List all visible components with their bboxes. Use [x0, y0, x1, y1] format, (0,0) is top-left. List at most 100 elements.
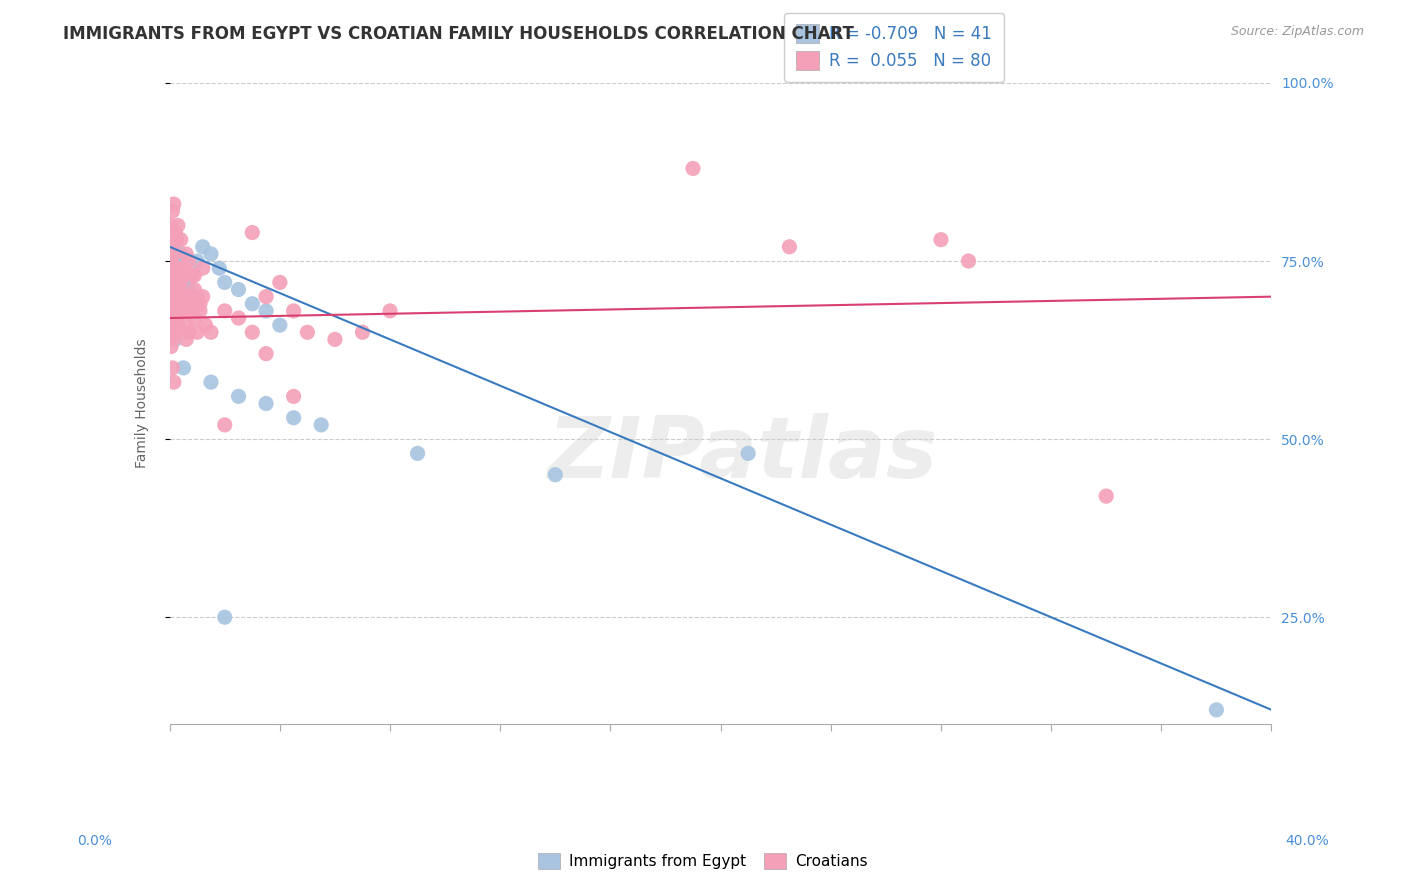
- Text: 0.0%: 0.0%: [77, 834, 112, 848]
- Point: [172, 304, 194, 318]
- Point: [162, 360, 184, 375]
- Point: [737, 446, 759, 460]
- Point: [309, 417, 332, 432]
- Point: [160, 276, 183, 290]
- Point: [163, 297, 186, 311]
- Point: [162, 332, 184, 346]
- Point: [163, 247, 186, 261]
- Point: [240, 326, 263, 340]
- Legend: Immigrants from Egypt, Croatians: Immigrants from Egypt, Croatians: [533, 847, 873, 875]
- Point: [166, 311, 188, 326]
- Point: [177, 297, 200, 311]
- Point: [160, 304, 183, 318]
- Point: [170, 233, 193, 247]
- Point: [169, 276, 191, 290]
- Point: [214, 276, 236, 290]
- Point: [957, 254, 980, 268]
- Point: [167, 268, 190, 283]
- Point: [167, 268, 190, 283]
- Point: [177, 254, 200, 268]
- Point: [254, 396, 277, 410]
- Point: [160, 254, 183, 268]
- Point: [214, 610, 236, 624]
- Point: [163, 318, 186, 333]
- Point: [165, 226, 187, 240]
- Point: [174, 247, 197, 261]
- Point: [228, 389, 250, 403]
- Point: [162, 290, 184, 304]
- Point: [170, 290, 193, 304]
- Point: [167, 304, 190, 318]
- Point: [188, 304, 211, 318]
- Point: [186, 290, 208, 304]
- Point: [177, 283, 200, 297]
- Point: [194, 318, 217, 333]
- Point: [228, 283, 250, 297]
- Point: [186, 254, 208, 268]
- Point: [254, 290, 277, 304]
- Point: [174, 276, 197, 290]
- Point: [162, 304, 184, 318]
- Point: [283, 304, 305, 318]
- Point: [188, 297, 211, 311]
- Point: [180, 290, 202, 304]
- Point: [283, 410, 305, 425]
- Text: ZIPatlas: ZIPatlas: [547, 413, 938, 496]
- Point: [174, 332, 197, 346]
- Point: [163, 311, 186, 326]
- Point: [180, 297, 202, 311]
- Point: [174, 318, 197, 333]
- Point: [165, 304, 187, 318]
- Point: [169, 276, 191, 290]
- Point: [778, 240, 800, 254]
- Point: [172, 360, 194, 375]
- Point: [1095, 489, 1118, 503]
- Point: [200, 375, 222, 389]
- Point: [163, 283, 186, 297]
- Point: [163, 290, 186, 304]
- Point: [323, 332, 346, 346]
- Point: [183, 283, 205, 297]
- Point: [183, 311, 205, 326]
- Point: [160, 339, 183, 353]
- Point: [191, 261, 214, 276]
- Point: [240, 297, 263, 311]
- Point: [170, 276, 193, 290]
- Point: [172, 290, 194, 304]
- Point: [166, 233, 188, 247]
- Point: [172, 304, 194, 318]
- Point: [180, 268, 202, 283]
- Point: [172, 261, 194, 276]
- Point: [167, 318, 190, 333]
- Point: [177, 326, 200, 340]
- Point: [170, 304, 193, 318]
- Point: [1205, 703, 1227, 717]
- Text: 40.0%: 40.0%: [1285, 834, 1329, 848]
- Point: [166, 276, 188, 290]
- Point: [228, 311, 250, 326]
- Point: [162, 204, 184, 219]
- Point: [406, 446, 429, 460]
- Point: [254, 346, 277, 360]
- Point: [166, 290, 188, 304]
- Point: [172, 261, 194, 276]
- Point: [186, 326, 208, 340]
- Point: [269, 318, 291, 333]
- Point: [929, 233, 952, 247]
- Point: [283, 389, 305, 403]
- Text: Source: ZipAtlas.com: Source: ZipAtlas.com: [1230, 25, 1364, 38]
- Point: [214, 304, 236, 318]
- Y-axis label: Family Households: Family Households: [135, 339, 149, 468]
- Point: [170, 247, 193, 261]
- Point: [200, 326, 222, 340]
- Point: [169, 254, 191, 268]
- Point: [160, 219, 183, 233]
- Point: [163, 197, 186, 211]
- Point: [191, 290, 214, 304]
- Point: [160, 326, 183, 340]
- Point: [166, 261, 188, 276]
- Point: [167, 304, 190, 318]
- Point: [165, 297, 187, 311]
- Point: [208, 261, 231, 276]
- Point: [240, 226, 263, 240]
